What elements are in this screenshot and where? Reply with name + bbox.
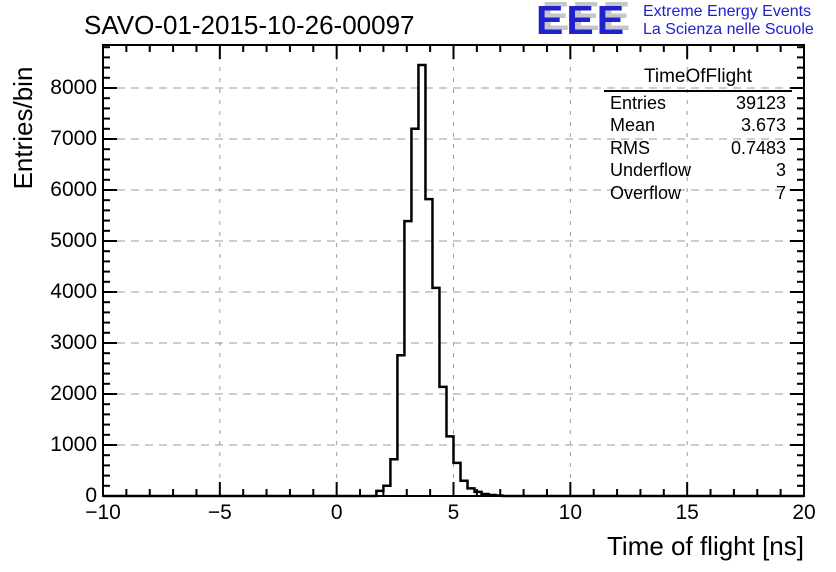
y-tick-label: 5000	[50, 228, 97, 252]
y-tick-label: 6000	[50, 177, 97, 201]
stats-row-value: 0.7483	[730, 137, 786, 158]
stats-row-label: RMS	[610, 137, 650, 158]
stats-row-value: 3.673	[740, 115, 786, 136]
stats-row-value: 39123	[735, 93, 786, 113]
plot-frame	[102, 44, 805, 497]
y-tick-label: 4000	[50, 279, 97, 303]
x-tick-label: 5	[447, 501, 460, 524]
stats-row: Overflow 7	[604, 182, 792, 204]
gridlines	[103, 45, 804, 496]
x-axis-title: Time of flight [ns]	[607, 531, 804, 561]
y-tick-label: 2000	[50, 381, 97, 405]
x-tick-label: −10	[85, 501, 121, 524]
stats-row: Entries 39123	[604, 92, 792, 114]
stats-box-title: TimeOfFlight	[604, 66, 792, 92]
x-tick-label: 20	[792, 501, 816, 524]
y-tick-label: 3000	[50, 330, 97, 354]
x-tick-label: 10	[558, 501, 583, 524]
x-tick-label: −5	[207, 501, 232, 524]
stats-row-label: Entries	[610, 93, 667, 113]
stats-box: TimeOfFlight Entries 39123 Mean 3.673 RMS 0.7…	[604, 66, 792, 204]
stats-row-label: Overflow	[610, 182, 682, 203]
stats-row: Mean 3.673	[604, 114, 792, 136]
eee-logo-text: Extreme Energy Events La Scienza nelle S…	[643, 3, 814, 39]
eee-logo: EEE	[536, 0, 628, 43]
page-title: SAVO-01-2015-10-26-00097	[84, 10, 415, 40]
eee-logo-line1: Extreme Energy Events	[643, 3, 812, 20]
y-tick-label: 0	[85, 484, 97, 507]
stats-row-value: 7	[775, 182, 786, 203]
stats-row: Underflow 3	[604, 159, 792, 181]
stats-row-label: Mean	[610, 115, 656, 136]
y-tick-label: 7000	[50, 126, 97, 150]
eee-logo-line2: La Scienza nelle Scuole	[643, 21, 814, 38]
y-tick-label: 8000	[50, 75, 97, 99]
stats-row: RMS 0.7483	[604, 137, 792, 159]
stats-row-label: Underflow	[610, 160, 692, 181]
y-tick-label: 1000	[50, 432, 97, 456]
histogram-outline	[103, 63, 804, 498]
x-tick-label: 0	[330, 501, 343, 524]
x-tick-label: 15	[675, 501, 699, 524]
stats-row-value: 3	[775, 160, 786, 181]
stats-box-rows: Entries 39123 Mean 3.673 RMS 0.7483 Underflow 3…	[604, 92, 792, 204]
